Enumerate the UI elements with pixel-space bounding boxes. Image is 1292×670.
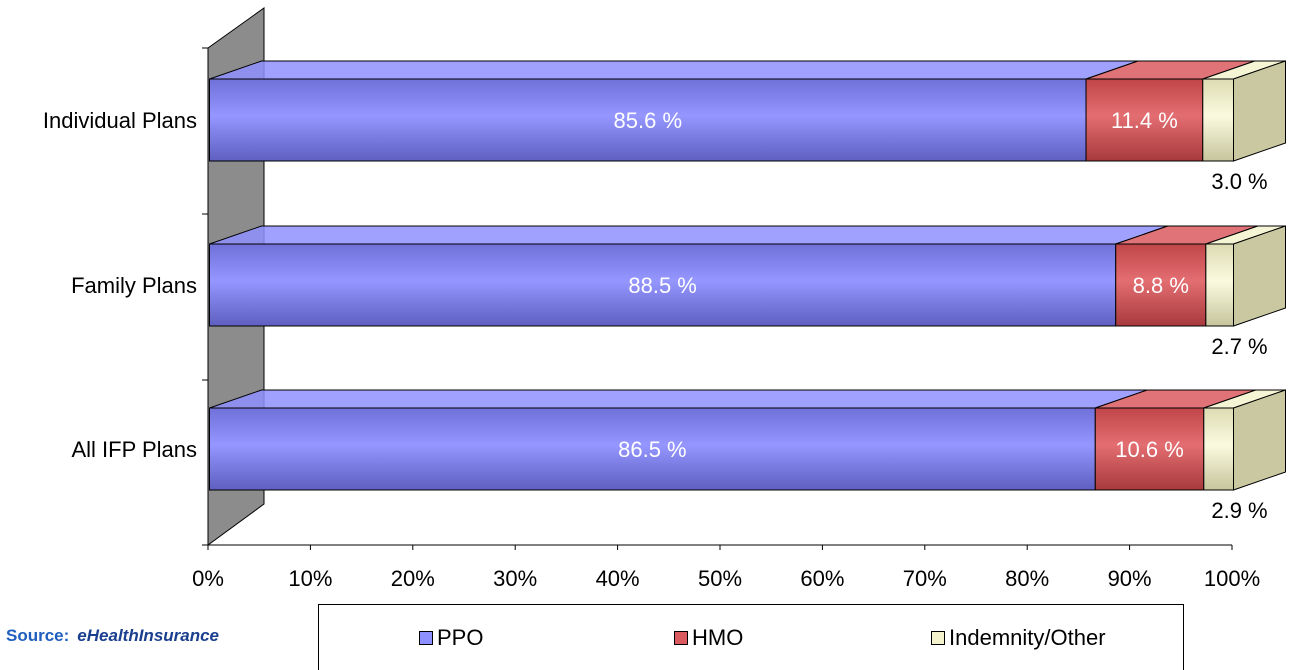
- legend-item-indemnity: Indemnity/Other: [931, 625, 1106, 651]
- data-label: 11.4 %: [1111, 108, 1178, 133]
- x-tick-label: 10%: [288, 566, 332, 591]
- x-tick-label: 0%: [192, 566, 224, 591]
- x-tick-label: 30%: [493, 566, 537, 591]
- category-label: Individual Plans: [43, 108, 197, 133]
- category-label: All IFP Plans: [71, 437, 197, 462]
- x-tick-label: 70%: [903, 566, 947, 591]
- data-label: 10.6 %: [1115, 437, 1184, 462]
- source-brand: eHealthInsurance: [77, 626, 220, 645]
- legend-swatch-indemnity: [931, 631, 945, 645]
- bar-segment-ppo: 85.6 %: [209, 60, 1139, 162]
- data-label: 88.5 %: [628, 273, 697, 298]
- legend-label-ppo: PPO: [437, 625, 484, 650]
- data-label: 3.0 %: [1211, 169, 1267, 194]
- x-tick-label: 50%: [698, 566, 742, 591]
- bar-segment-hmo: 8.8 %: [1115, 225, 1259, 327]
- bar-segment-indemnity-other: 2.9 %: [1203, 389, 1286, 523]
- legend: PPO HMO Indemnity/Other: [318, 604, 1184, 670]
- x-tick-label: 90%: [1108, 566, 1152, 591]
- legend-swatch-hmo: [674, 631, 688, 645]
- x-tick-label: 60%: [800, 566, 844, 591]
- legend-swatch-ppo: [419, 631, 433, 645]
- source-note: Source: eHealthInsurance: [6, 626, 219, 646]
- legend-label-indemnity: Indemnity/Other: [949, 625, 1106, 650]
- bar-segment-hmo: 11.4 %: [1085, 60, 1255, 162]
- x-tick-label: 40%: [596, 566, 640, 591]
- source-label: Source:: [6, 626, 70, 645]
- legend-label-hmo: HMO: [692, 625, 744, 650]
- data-label: 86.5 %: [618, 437, 687, 462]
- data-label: 85.6 %: [614, 108, 683, 133]
- bar-segment-ppo: 88.5 %: [209, 225, 1168, 327]
- x-tick-label: 20%: [391, 566, 435, 591]
- stacked-bar-chart: 0% 10% 20% 30% 40% 50% 60% 70% 80% 90% 100% Indivi…: [43, 7, 1286, 591]
- data-label: 2.9 %: [1211, 498, 1267, 523]
- bar-segment-indemnity-other: 3.0 %: [1202, 60, 1286, 194]
- data-label: 8.8 %: [1133, 273, 1189, 298]
- data-label: 2.7 %: [1211, 334, 1267, 359]
- category-label: Family Plans: [71, 273, 197, 298]
- legend-item-hmo: HMO: [674, 625, 743, 651]
- legend-item-ppo: PPO: [419, 625, 483, 651]
- x-tick-label: 80%: [1005, 566, 1049, 591]
- bar-segment-indemnity-other: 2.7 %: [1205, 225, 1286, 359]
- x-tick-label: 100%: [1204, 566, 1260, 591]
- bar-segment-ppo: 86.5 %: [209, 389, 1148, 491]
